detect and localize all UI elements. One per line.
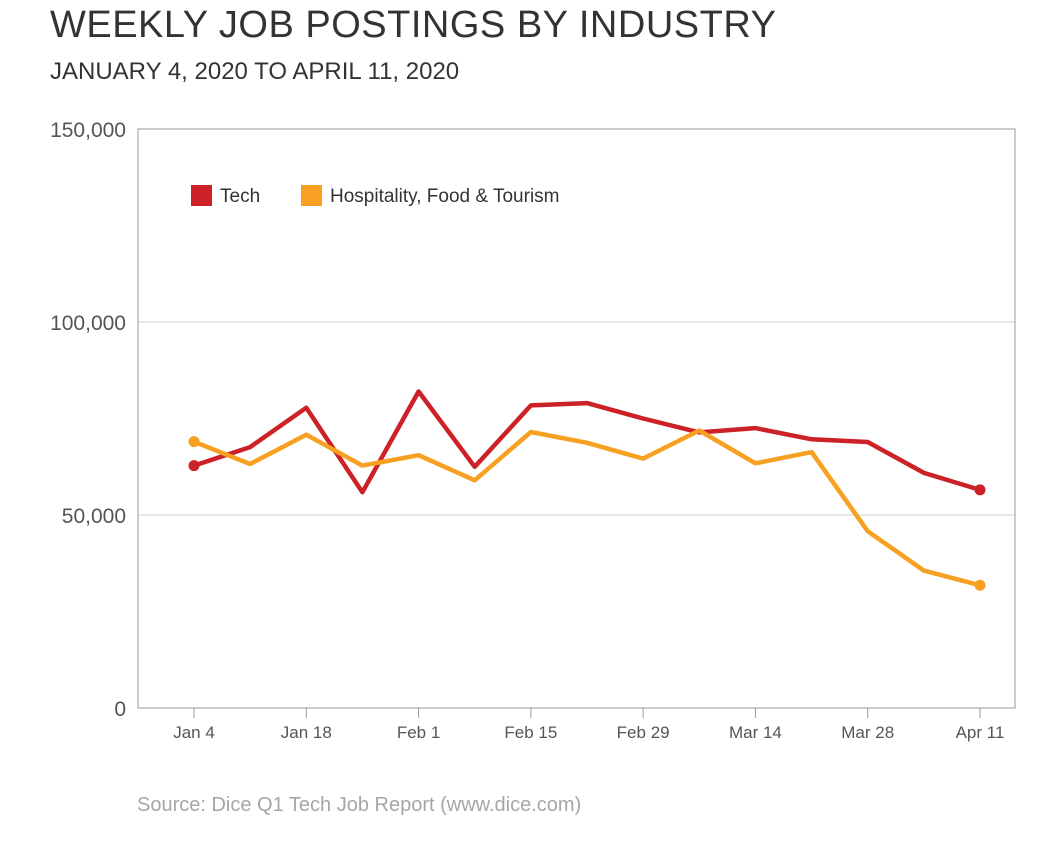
y-tick-label: 100,000 [50,312,126,335]
x-tick-label: Feb 1 [397,723,440,742]
x-tick-label: Apr 11 [956,723,1005,742]
legend: Tech Hospitality, Food & Tourism [191,185,560,207]
chart-title: WEEKLY JOB POSTINGS BY INDUSTRY [50,4,777,46]
plot-frame [137,128,1016,709]
axes: 0 50,000 100,000 150,000 Jan 4 Jan 18 Feb 1 Feb… [50,119,1016,742]
x-tick-label: Feb 15 [504,723,557,742]
series-lines [188,389,986,591]
legend-swatch [301,185,322,206]
x-tick-label: Jan 18 [281,723,332,742]
series-hospitality-food-tourism-endpoint [974,579,986,591]
legend-label: Tech [220,186,260,207]
x-tick-label: Mar 14 [729,723,782,742]
y-tick-label: 50,000 [62,505,126,528]
legend-swatch [191,185,212,206]
chart-subtitle: JANUARY 4, 2020 TO APRIL 11, 2020 [50,58,460,85]
series-tech-line [191,389,983,495]
series-hospitality-food-tourism-endpoint [188,436,200,448]
x-tick-label: Mar 28 [841,723,894,742]
series-tech-endpoint [188,460,200,472]
series-hospitality-food-tourism-line [191,428,983,588]
grid-lines [138,321,1015,516]
y-tick-label: 150,000 [50,119,126,142]
series-tech-endpoint [974,484,986,496]
y-tick-label: 0 [114,698,126,721]
x-tick-label: Jan 4 [173,723,215,742]
legend-label: Hospitality, Food & Tourism [330,186,560,207]
x-tick-label: Feb 29 [617,723,670,742]
source-note: Source: Dice Q1 Tech Job Report (www.dic… [137,794,582,816]
